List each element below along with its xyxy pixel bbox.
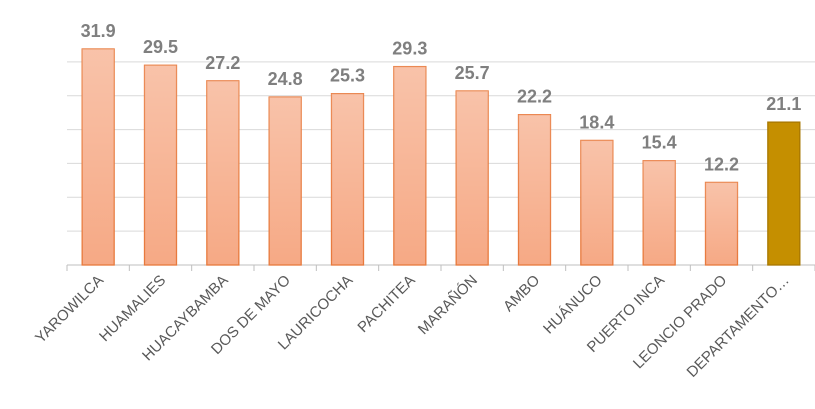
- bar-shine: [456, 90, 489, 265]
- value-label: 22.2: [517, 87, 552, 107]
- x-tick-label: DEPARTAMENTO…: [684, 272, 793, 381]
- bar-shine: [331, 93, 364, 265]
- value-label: 29.5: [143, 37, 178, 57]
- x-tick-label: PACHITEA: [354, 272, 418, 336]
- value-label: 24.8: [268, 69, 303, 89]
- bar-shine: [82, 48, 115, 266]
- value-label: 12.2: [704, 154, 739, 174]
- bar-shine: [643, 160, 676, 265]
- bar-shine: [705, 182, 738, 265]
- x-tick-label: HUÁNUCO: [540, 272, 606, 338]
- value-label: 31.9: [81, 21, 116, 41]
- bar-shine: [269, 97, 302, 265]
- value-label: 18.4: [579, 112, 614, 132]
- value-label: 21.1: [766, 94, 801, 114]
- bar-shine: [393, 66, 426, 266]
- value-label: 27.2: [205, 53, 240, 73]
- value-label: 29.3: [392, 39, 427, 59]
- x-tick-label: MARAÑÓN: [415, 272, 481, 338]
- bar: [767, 121, 801, 266]
- value-label: 25.3: [330, 66, 365, 86]
- bar-shine: [144, 65, 177, 265]
- x-tick-label: YAROWILCA: [32, 272, 107, 347]
- bar-shine: [580, 140, 613, 265]
- bar-shine: [206, 80, 239, 266]
- value-label: 25.7: [455, 63, 490, 83]
- bar-shine: [518, 114, 551, 265]
- x-tick-label: AMBO: [500, 272, 543, 315]
- value-label: 15.4: [642, 133, 677, 153]
